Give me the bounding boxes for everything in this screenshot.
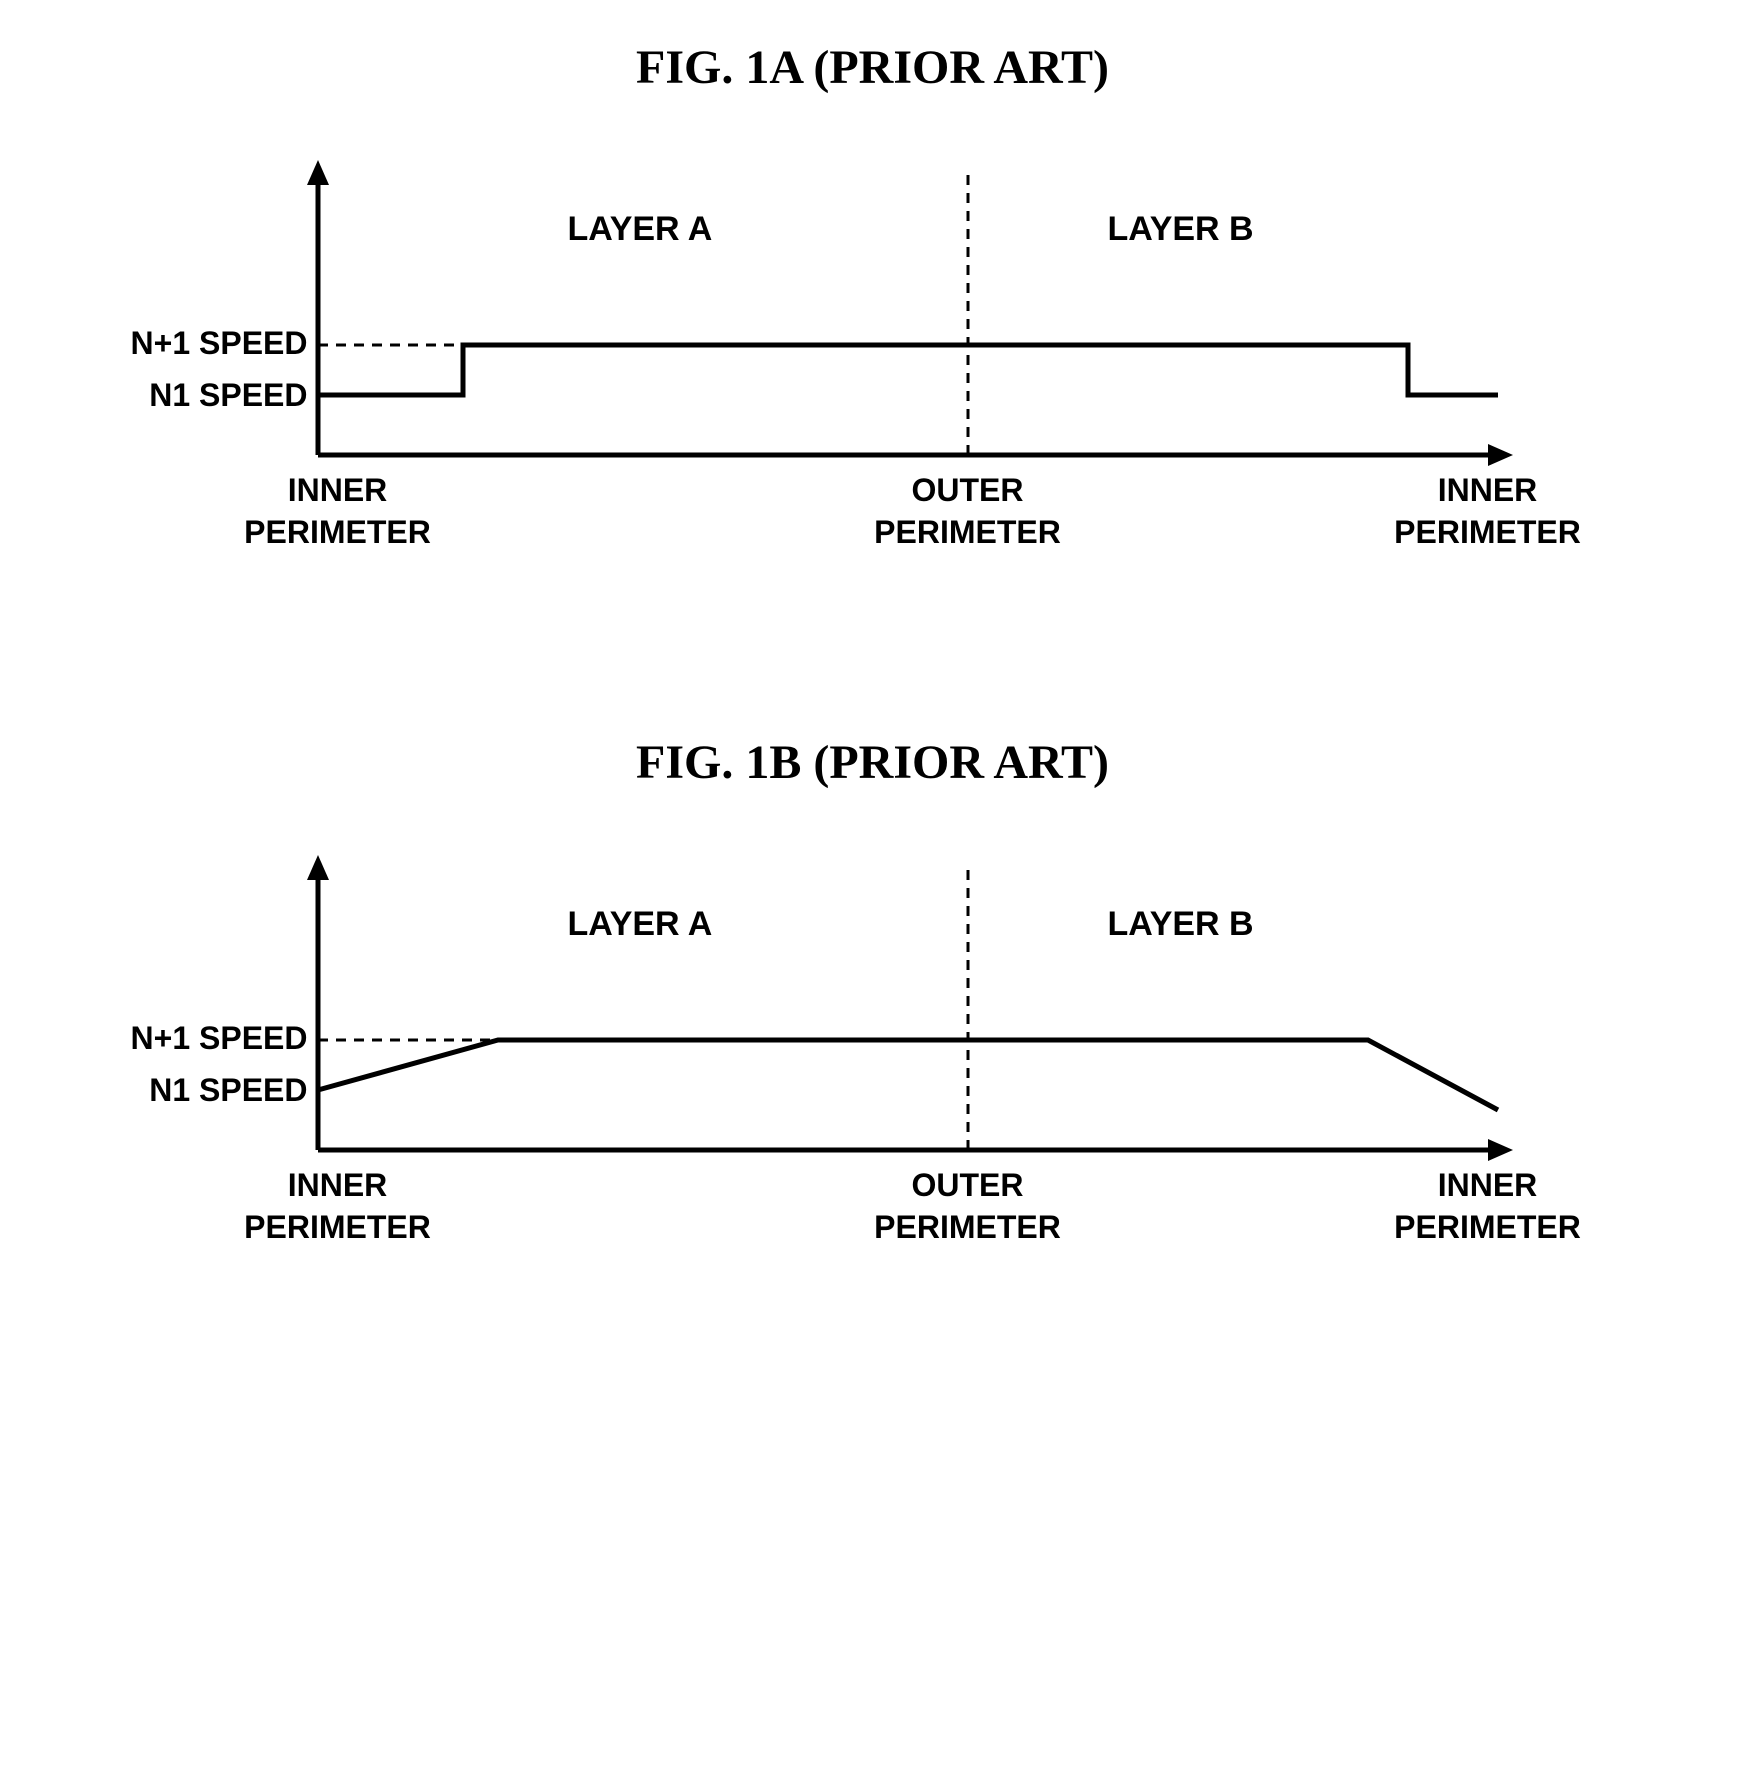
- x-label-inner-left-l1: INNER: [288, 1167, 388, 1203]
- x-label-inner-right-l1: INNER: [1438, 1167, 1538, 1203]
- fig-b-chart: N+1 SPEED N1 SPEED INNER PERIMETER OUTER…: [98, 850, 1648, 1290]
- region-label-a: LAYER A: [568, 210, 713, 249]
- x-label-inner-right-l2: PERIMETER: [1394, 1209, 1581, 1245]
- fig-a-svg: [98, 155, 1648, 515]
- region-label-b: LAYER B: [1108, 905, 1254, 944]
- x-label-inner-right: INNER PERIMETER: [1378, 470, 1598, 553]
- x-label-outer-l1: OUTER: [912, 472, 1024, 508]
- x-label-outer-l1: OUTER: [912, 1167, 1024, 1203]
- x-label-outer-l2: PERIMETER: [874, 1209, 1061, 1245]
- x-label-inner-left: INNER PERIMETER: [228, 1165, 448, 1248]
- x-label-inner-left-l2: PERIMETER: [244, 1209, 431, 1245]
- x-label-inner-left-l2: PERIMETER: [244, 514, 431, 550]
- y-axis-arrow: [307, 160, 329, 185]
- fig-a-chart: N+1 SPEED N1 SPEED INNER PERIMETER OUTER…: [98, 155, 1648, 595]
- data-line: [318, 345, 1498, 395]
- fig-b-svg: [98, 850, 1648, 1210]
- fig-a-title: FIG. 1A (PRIOR ART): [40, 40, 1705, 95]
- y-label-n1: N1 SPEED: [149, 1072, 307, 1109]
- x-label-outer: OUTER PERIMETER: [858, 470, 1078, 553]
- x-label-inner-right-l1: INNER: [1438, 472, 1538, 508]
- y-label-n1plus1: N+1 SPEED: [131, 1020, 308, 1057]
- x-axis-arrow: [1488, 1139, 1513, 1161]
- x-label-outer-l2: PERIMETER: [874, 514, 1061, 550]
- y-label-n1: N1 SPEED: [149, 377, 307, 414]
- x-label-outer: OUTER PERIMETER: [858, 1165, 1078, 1248]
- region-label-a: LAYER A: [568, 905, 713, 944]
- x-label-inner-right-l2: PERIMETER: [1394, 514, 1581, 550]
- x-label-inner-left-l1: INNER: [288, 472, 388, 508]
- fig-b-title: FIG. 1B (PRIOR ART): [40, 735, 1705, 790]
- data-line: [318, 1040, 1498, 1110]
- x-label-inner-right: INNER PERIMETER: [1378, 1165, 1598, 1248]
- y-axis-arrow: [307, 855, 329, 880]
- y-label-n1plus1: N+1 SPEED: [131, 325, 308, 362]
- x-label-inner-left: INNER PERIMETER: [228, 470, 448, 553]
- region-label-b: LAYER B: [1108, 210, 1254, 249]
- x-axis-arrow: [1488, 444, 1513, 466]
